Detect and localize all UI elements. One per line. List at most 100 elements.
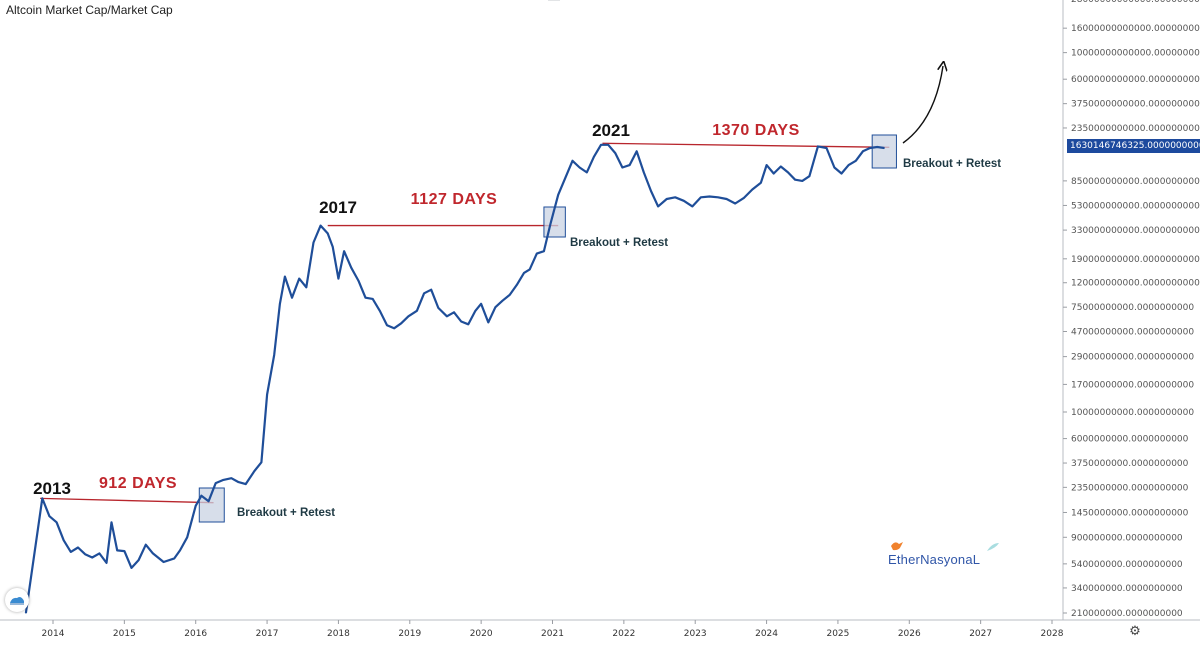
y-tick-label: 120000000000.0000000000: [1071, 279, 1200, 289]
data-point: [208, 500, 210, 502]
data-point: [516, 284, 518, 286]
data-point: [284, 276, 286, 278]
data-point: [794, 179, 796, 181]
data-point: [372, 298, 374, 300]
data-point: [529, 268, 531, 270]
data-point: [273, 354, 275, 356]
data-point: [357, 280, 359, 282]
data-point: [400, 322, 402, 324]
settings-gear-icon[interactable]: ⚙: [1129, 623, 1141, 638]
y-tick-label: 17000000000.0000000000: [1071, 380, 1194, 390]
y-tick-label: 75000000000.0000000000: [1071, 303, 1194, 313]
data-point: [480, 303, 482, 305]
data-point: [393, 327, 395, 329]
x-tick-label: 2016: [184, 629, 207, 639]
data-point: [386, 324, 388, 326]
x-tick-label: 2019: [398, 629, 421, 639]
cycle-year-label: 2017: [319, 198, 357, 217]
data-point: [862, 150, 864, 152]
data-point: [364, 297, 367, 299]
tradingview-logo-badge[interactable]: [5, 588, 29, 612]
data-point: [110, 521, 113, 523]
data-point: [683, 200, 685, 202]
data-point: [773, 172, 775, 175]
x-tick-label: 2015: [113, 629, 136, 639]
data-point: [549, 223, 552, 225]
y-tick-label: 6000000000.0000000000: [1071, 435, 1189, 445]
x-tick-label: 2027: [969, 629, 992, 639]
data-point: [579, 166, 581, 169]
x-tick-label: 2026: [898, 629, 921, 639]
x-tick-label: 2023: [684, 629, 707, 639]
y-tick-label: 850000000000.0000000000: [1071, 177, 1200, 187]
data-point: [77, 546, 79, 549]
data-point: [179, 549, 181, 552]
data-point: [56, 521, 58, 523]
data-point: [494, 306, 496, 308]
data-point: [629, 164, 631, 166]
data-point: [279, 303, 281, 305]
data-point: [674, 196, 676, 198]
data-point: [116, 549, 118, 552]
data-point: [260, 461, 262, 463]
data-point: [564, 177, 566, 179]
x-tick-label: 2024: [755, 629, 778, 639]
data-point: [332, 246, 334, 248]
data-point: [245, 483, 247, 485]
data-point: [379, 310, 381, 312]
y-tick-label: 2350000000000.0000000000: [1071, 124, 1200, 134]
data-point: [636, 150, 638, 152]
data-point: [760, 182, 762, 184]
data-point: [708, 195, 711, 198]
data-point: [825, 147, 828, 149]
data-point: [305, 286, 307, 288]
bird-icon: [891, 542, 903, 551]
data-point: [230, 477, 232, 479]
data-point: [700, 196, 702, 198]
data-point: [467, 323, 469, 325]
brand-watermark: EtherNasyonaL: [888, 540, 1008, 570]
data-point: [571, 160, 574, 162]
data-point: [430, 289, 432, 291]
data-point: [840, 172, 843, 175]
cycle-year-label: 2013: [33, 479, 71, 498]
data-point: [41, 497, 43, 499]
data-point: [487, 321, 489, 323]
data-point: [460, 320, 462, 323]
data-point: [327, 232, 329, 234]
data-point: [195, 505, 197, 507]
data-point: [808, 175, 811, 177]
y-tick-label: 190000000000.0000000000: [1071, 255, 1200, 265]
data-point: [145, 544, 147, 546]
data-point: [751, 188, 753, 191]
y-tick-label: 1450000000.0000000000: [1071, 508, 1189, 518]
y-tick-label: 330000000000.0000000000: [1071, 226, 1200, 236]
x-tick-label: 2028: [1041, 629, 1064, 639]
cycle-days-label: 912 DAYS: [99, 475, 177, 492]
x-tick-label: 2017: [256, 629, 279, 639]
data-point: [186, 536, 188, 538]
data-point: [657, 205, 659, 207]
y-tick-label: 28000000000000.0000000000: [1071, 0, 1200, 5]
brand-name: EtherNasyonaL: [888, 552, 981, 567]
data-point: [453, 311, 455, 313]
data-point: [70, 551, 72, 553]
data-point: [48, 515, 51, 517]
data-point: [543, 250, 545, 252]
data-point: [817, 145, 819, 147]
data-point: [726, 198, 728, 200]
y-tick-label: 29000000000.0000000000: [1071, 353, 1194, 363]
data-point: [691, 205, 694, 207]
data-point: [163, 561, 165, 563]
y-tick-label: 3750000000000.0000000000: [1071, 100, 1200, 110]
data-point: [337, 278, 339, 280]
data-point: [253, 470, 255, 472]
data-point: [523, 272, 525, 274]
data-point: [215, 482, 217, 484]
y-tick-label: 2350000000.0000000000: [1071, 483, 1189, 493]
data-point: [833, 166, 836, 169]
data-point: [848, 164, 850, 166]
data-point: [105, 562, 108, 564]
data-point: [883, 147, 885, 149]
